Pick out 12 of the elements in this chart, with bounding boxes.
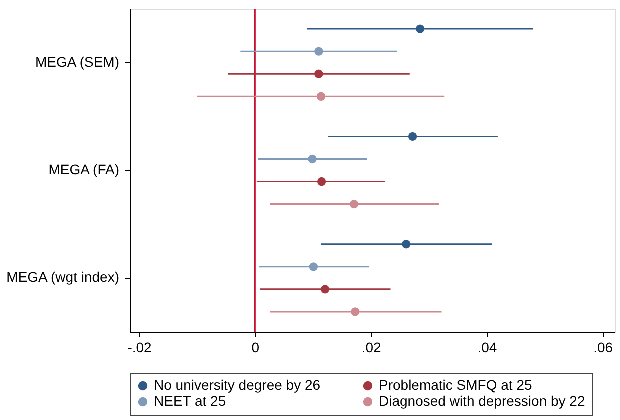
x-tick-label: .02 [362, 340, 382, 356]
y-tick-label: MEGA (wgt index) [6, 269, 120, 286]
legend-label: Diagnosed with depression by 22 [379, 393, 586, 409]
x-tick-label: -.02 [128, 340, 152, 356]
x-tick-label: .06 [594, 340, 614, 356]
y-tick-label: MEGA (FA) [48, 162, 120, 178]
legend-label: Problematic SMFQ at 25 [379, 377, 532, 393]
legend-label: NEET at 25 [154, 393, 226, 409]
y-tick-label: MEGA (SEM) [35, 54, 120, 70]
legend-label: No university degree by 26 [154, 377, 321, 393]
x-tick-label: .04 [478, 340, 498, 356]
x-tick-label: 0 [252, 340, 260, 356]
